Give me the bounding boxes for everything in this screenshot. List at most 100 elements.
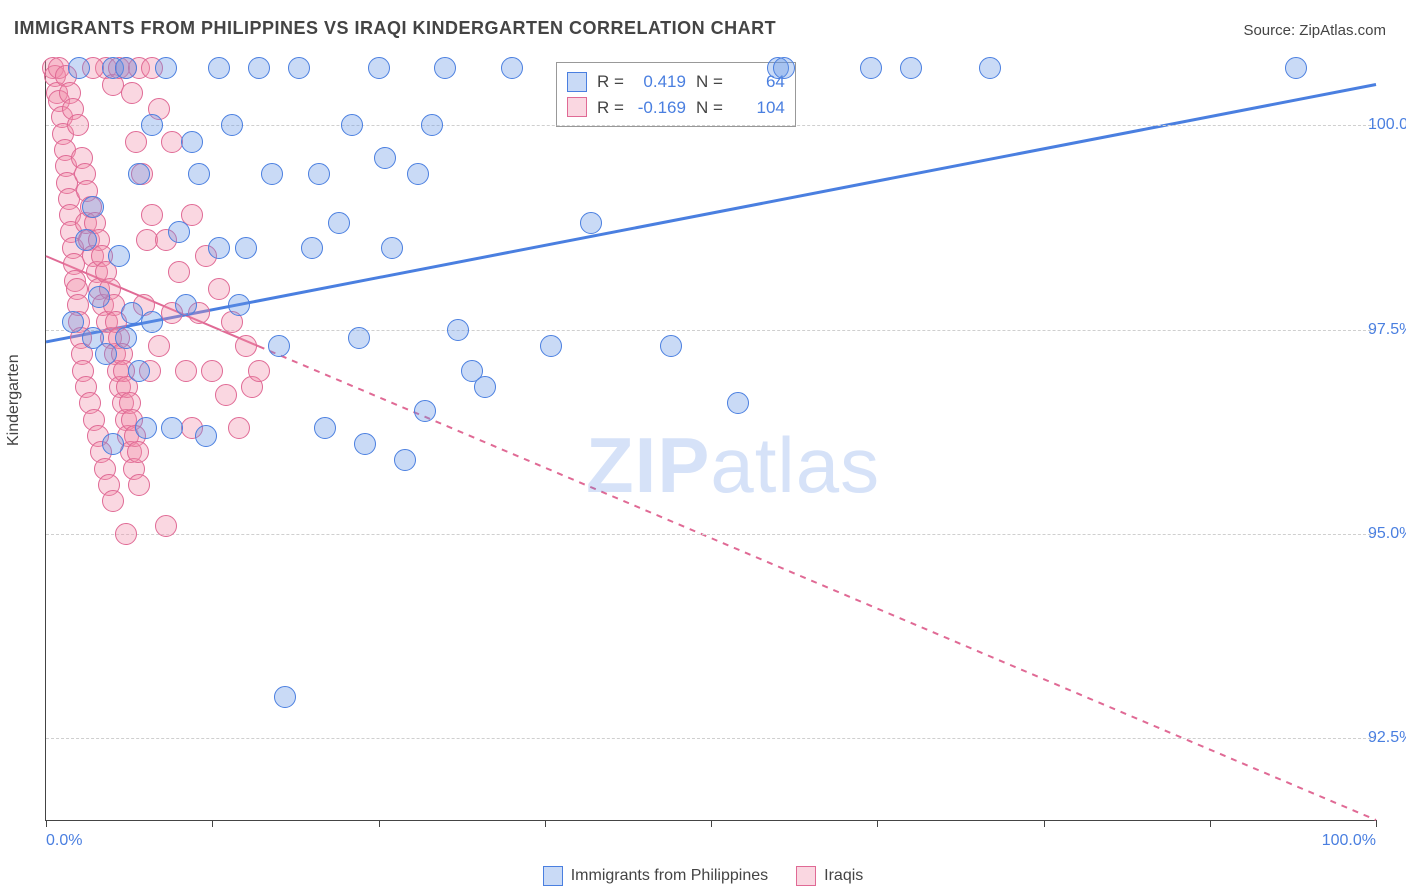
data-point: [900, 57, 922, 79]
data-point: [75, 229, 97, 251]
stats-r-label: R =: [597, 95, 624, 121]
data-point: [228, 417, 250, 439]
y-axis-label: Kindergarten: [5, 354, 23, 446]
data-point: [261, 163, 283, 185]
stats-r-value: -0.169: [634, 95, 686, 121]
data-point: [102, 490, 124, 512]
data-point: [115, 523, 137, 545]
stats-row: R =0.419N =64: [567, 69, 785, 95]
data-point: [394, 449, 416, 471]
data-point: [195, 425, 217, 447]
data-point: [168, 221, 190, 243]
data-point: [288, 57, 310, 79]
data-point: [62, 311, 84, 333]
data-point: [88, 286, 110, 308]
data-point: [221, 114, 243, 136]
data-point: [348, 327, 370, 349]
data-point: [175, 294, 197, 316]
x-tick: [545, 820, 546, 827]
x-tick: [1376, 820, 1377, 827]
data-point: [125, 131, 147, 153]
data-point: [434, 57, 456, 79]
data-point: [308, 163, 330, 185]
x-tick: [1044, 820, 1045, 827]
data-point: [860, 57, 882, 79]
y-tick-label: 92.5%: [1368, 729, 1406, 747]
data-point: [188, 163, 210, 185]
stats-n-label: N =: [696, 95, 723, 121]
data-point: [82, 196, 104, 218]
legend-swatch-pink: [796, 866, 816, 886]
data-point: [421, 114, 443, 136]
plot-area: R =0.419N =64R =-0.169N =104 ZIPatlas 92…: [45, 60, 1376, 821]
data-point: [127, 441, 149, 463]
data-point: [121, 302, 143, 324]
data-point: [181, 131, 203, 153]
x-tick: [46, 820, 47, 827]
data-point: [155, 57, 177, 79]
chart-title: IMMIGRANTS FROM PHILIPPINES VS IRAQI KIN…: [14, 18, 776, 39]
data-point: [102, 433, 124, 455]
data-point: [68, 57, 90, 79]
data-point: [228, 294, 250, 316]
gridline: [46, 330, 1376, 331]
data-point: [168, 261, 190, 283]
data-point: [374, 147, 396, 169]
data-point: [148, 335, 170, 357]
y-tick-label: 97.5%: [1368, 321, 1406, 339]
data-point: [474, 376, 496, 398]
data-point: [208, 278, 230, 300]
x-tick: [212, 820, 213, 827]
data-point: [248, 360, 270, 382]
data-point: [235, 335, 257, 357]
data-point: [328, 212, 350, 234]
data-point: [368, 57, 390, 79]
legend-item-philippines: Immigrants from Philippines: [543, 866, 768, 886]
y-tick-label: 95.0%: [1368, 525, 1406, 543]
data-point: [727, 392, 749, 414]
source-label: Source: ZipAtlas.com: [1243, 22, 1386, 39]
data-point: [540, 335, 562, 357]
legend-label-iraqis: Iraqis: [824, 867, 863, 885]
data-point: [407, 163, 429, 185]
stats-swatch: [567, 72, 587, 92]
data-point: [175, 360, 197, 382]
data-point: [108, 245, 130, 267]
data-point: [95, 343, 117, 365]
data-point: [115, 327, 137, 349]
data-point: [141, 204, 163, 226]
data-point: [301, 237, 323, 259]
data-point: [155, 515, 177, 537]
chart-root: IMMIGRANTS FROM PHILIPPINES VS IRAQI KIN…: [0, 0, 1406, 892]
data-point: [447, 319, 469, 341]
data-point: [208, 57, 230, 79]
y-tick-label: 100.0%: [1368, 116, 1406, 134]
data-point: [1285, 57, 1307, 79]
stats-r-label: R =: [597, 69, 624, 95]
x-tick: [877, 820, 878, 827]
data-point: [501, 57, 523, 79]
data-point: [414, 400, 436, 422]
data-point: [161, 417, 183, 439]
data-point: [128, 474, 150, 496]
data-point: [141, 114, 163, 136]
x-tick-label-min: 0.0%: [46, 832, 82, 850]
data-point: [979, 57, 1001, 79]
data-point: [208, 237, 230, 259]
bottom-legend: Immigrants from Philippines Iraqis: [0, 866, 1406, 886]
x-tick: [379, 820, 380, 827]
stats-legend-box: R =0.419N =64R =-0.169N =104: [556, 62, 796, 127]
data-point: [141, 311, 163, 333]
x-tick-label-max: 100.0%: [1322, 832, 1376, 850]
data-point: [215, 384, 237, 406]
data-point: [248, 57, 270, 79]
data-point: [235, 237, 257, 259]
stats-row: R =-0.169N =104: [567, 95, 785, 121]
data-point: [128, 163, 150, 185]
data-point: [274, 686, 296, 708]
legend-item-iraqis: Iraqis: [796, 866, 863, 886]
data-point: [341, 114, 363, 136]
data-point: [115, 57, 137, 79]
data-point: [268, 335, 290, 357]
legend-label-philippines: Immigrants from Philippines: [571, 867, 768, 885]
